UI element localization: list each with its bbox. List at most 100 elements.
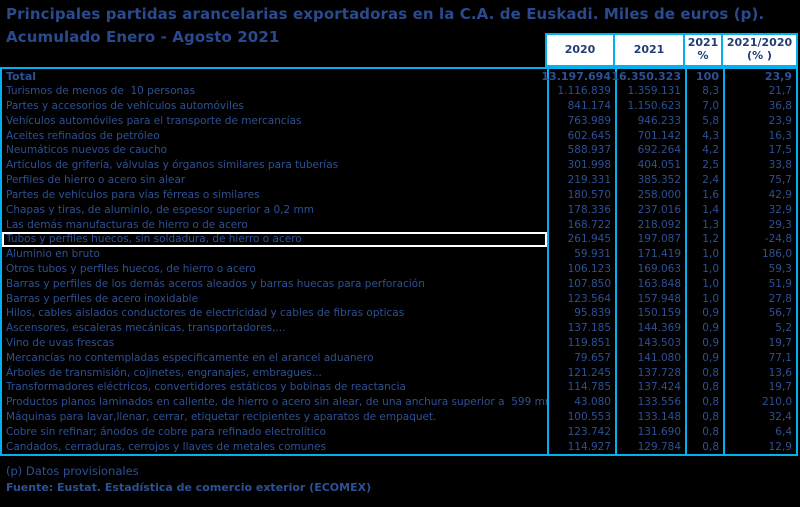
row-label: Artículos de grifería, válvulas y órgano… [6,159,339,172]
table-row: Partes de vehículos para vías férreas o … [2,187,796,203]
footnote-source: Fuente: Eustat. Estadística de comercio … [6,481,372,494]
value-2021-pct: 0,9 [685,335,723,351]
row-label: Chapas y tiras, de aluminio, de espesor … [6,203,314,216]
value-2021-pct: 1,2 [685,231,723,247]
value-yoy-pct: 210,0 [723,394,796,410]
value-yoy-pct: 77,1 [723,350,796,366]
value-2021: 137.424 [615,380,685,395]
table-row: Perfiles de hierro o acero sin alear 219… [2,172,796,188]
value-2021-pct: 1,6 [685,187,723,203]
row-label: Barras y perfiles de acero inoxidable [6,292,199,305]
table-row: Partes y accesorios de vehículos automóv… [2,98,796,114]
row-label: Transformadores eléctricos, convertidore… [6,381,406,394]
value-2021: 258.000 [615,187,685,203]
value-2021: 169.063 [615,261,685,277]
value-2021: 946.233 [615,113,685,129]
row-label: Barras y perfiles de los demás aceros al… [6,277,425,290]
table-row: Las demás manufacturas de hierro o de ac… [2,217,796,232]
row-label: Vehículos automóviles para el transporte… [6,114,302,127]
value-2020: 107.850 [547,276,615,292]
value-yoy-pct: 32,4 [723,409,796,425]
value-2021-pct: 4,2 [685,143,723,158]
value-2021-pct: 0,9 [685,350,723,366]
row-label: Partes y accesorios de vehículos automóv… [6,100,244,113]
table-row: Transformadores eléctricos, convertidore… [2,380,796,395]
value-2021: 150.159 [615,306,685,321]
value-2020: 602.645 [547,128,615,144]
table-row: Tubos y perfiles huecos, sin soldadura, … [2,231,796,247]
value-2021-pct: 100 [685,69,723,84]
value-yoy-pct: 21,7 [723,83,796,99]
value-2021: 692.264 [615,143,685,158]
table-row: Total 13.197.694 16.350.323 100 23,9 [2,69,796,84]
value-2020: 95.839 [547,306,615,321]
value-2020: 13.197.694 [541,69,615,84]
value-2021: 137.728 [615,365,685,381]
value-2020: 119.851 [547,335,615,351]
value-2020: 301.998 [547,157,615,173]
value-2020: 137.185 [547,320,615,336]
table-row: Cobre sin refinar; ánodos de cobre para … [2,424,796,440]
value-2020: 121.245 [547,365,615,381]
value-2021-pct: 0,9 [685,320,723,336]
value-2020: 178.336 [547,202,615,218]
column-header-yoy-pct: 2021/2020 (% ) [721,35,796,65]
value-2020: 114.927 [547,439,615,455]
column-header-2021: 2021 [613,35,683,65]
value-2021: 218.092 [615,217,685,232]
value-2020: 114.785 [547,380,615,395]
row-label: Otros tubos y perfiles huecos, de hierro… [6,262,256,275]
value-2021: 133.148 [615,409,685,425]
value-2021-pct: 0,8 [685,424,723,440]
value-2021-pct: 1,0 [685,291,723,306]
value-2021: 163.848 [615,276,685,292]
table-body: Total 13.197.694 16.350.323 100 23,9 Tur… [0,67,798,456]
value-2020: 219.331 [547,172,615,188]
value-yoy-pct: 27,8 [723,291,796,306]
column-header-2020: 2020 [564,42,596,56]
value-2021-pct: 5,8 [685,113,723,129]
value-2021-pct: 1,0 [685,276,723,292]
value-2021: 237.016 [615,202,685,218]
table-row: Máquinas para lavar,llenar, cerrar, etiq… [2,409,796,425]
value-2021-pct: 8,3 [685,83,723,99]
table-row: Vino de uvas frescas 119.851 143.503 0,9… [2,335,796,351]
value-yoy-pct: -24,8 [723,231,796,247]
value-2020: 79.657 [547,350,615,366]
value-2021-pct: 0,8 [685,409,723,425]
row-label: Neumáticos nuevos de caucho [6,144,168,157]
table-row: Chapas y tiras, de aluminio, de espesor … [2,202,796,218]
value-2020: 168.722 [547,217,615,232]
value-2021: 16.350.323 [611,69,685,84]
value-yoy-pct: 32,9 [723,202,796,218]
row-label: Aluminio en bruto [6,248,100,261]
value-2021-pct: 2,4 [685,172,723,188]
value-2021-pct: 0,8 [685,439,723,455]
row-label: Hilos, cables aislados conductores de el… [6,307,405,320]
value-yoy-pct: 12,9 [723,439,796,455]
value-2021: 385.352 [615,172,685,188]
value-yoy-pct: 13,6 [723,365,796,381]
value-2020: 763.989 [547,113,615,129]
value-2021: 141.080 [615,350,685,366]
row-label: Ascensores, escaleras mecánicas, transpo… [6,322,286,335]
value-2021: 404.051 [615,157,685,173]
row-label: Candados, cerraduras, cerrojos y llaves … [6,440,326,453]
row-label: Productos planos laminados en caliente, … [6,396,547,409]
value-2021: 144.369 [615,320,685,336]
value-2021-pct: 7,0 [685,98,723,114]
table-row: Árboles de transmisión, cojinetes, engra… [2,365,796,381]
value-2021-pct: 1,3 [685,217,723,232]
value-2020: 106.123 [547,261,615,277]
value-yoy-pct: 6,4 [723,424,796,440]
value-2021: 1.150.623 [615,98,685,114]
row-label: Tubos y perfiles huecos, sin soldadura, … [2,231,547,247]
row-label: Total [6,69,37,83]
value-2021: 171.419 [615,246,685,262]
table-row: Barras y perfiles de acero inoxidable 12… [2,291,796,306]
row-label: Aceites refinados de petróleo [6,129,160,142]
value-2021: 143.503 [615,335,685,351]
value-2021-pct: 1,4 [685,202,723,218]
value-yoy-pct: 59,3 [723,261,796,277]
